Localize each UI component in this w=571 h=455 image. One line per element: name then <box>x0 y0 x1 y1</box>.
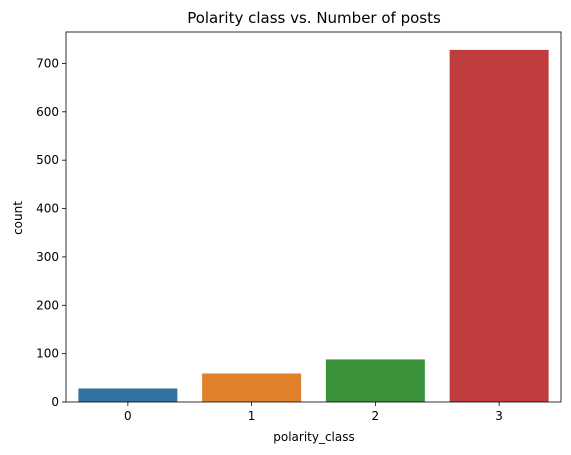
bar-1 <box>202 373 302 402</box>
x-tick-label-2: 2 <box>372 409 380 423</box>
y-tick-label-400: 400 <box>36 202 59 216</box>
plot-area-border <box>65 31 562 403</box>
bar-0 <box>78 388 178 402</box>
x-axis-ticks: 0 1 2 3 <box>124 402 503 423</box>
y-tick-label-300: 300 <box>36 250 59 264</box>
bars-group <box>78 49 549 403</box>
x-tick-label-3: 3 <box>495 409 503 423</box>
y-tick-label-700: 700 <box>36 56 59 70</box>
axes-frame <box>65 31 562 403</box>
x-tick-label-0: 0 <box>124 409 132 423</box>
x-tick-label-1: 1 <box>248 409 256 423</box>
chart-title: Polarity class vs. Number of posts <box>187 9 441 27</box>
y-axis-ticks: 0 100 200 300 400 500 600 700 <box>36 56 66 409</box>
y-tick-label-0: 0 <box>51 395 59 409</box>
bar-2 <box>325 359 425 402</box>
x-axis-label: polarity_class <box>273 430 355 444</box>
y-tick-label-600: 600 <box>36 105 59 119</box>
y-tick-label-500: 500 <box>36 153 59 167</box>
y-tick-label-100: 100 <box>36 347 59 361</box>
y-axis-label: count <box>11 201 25 235</box>
y-tick-label-200: 200 <box>36 298 59 312</box>
bar-3 <box>449 49 549 403</box>
